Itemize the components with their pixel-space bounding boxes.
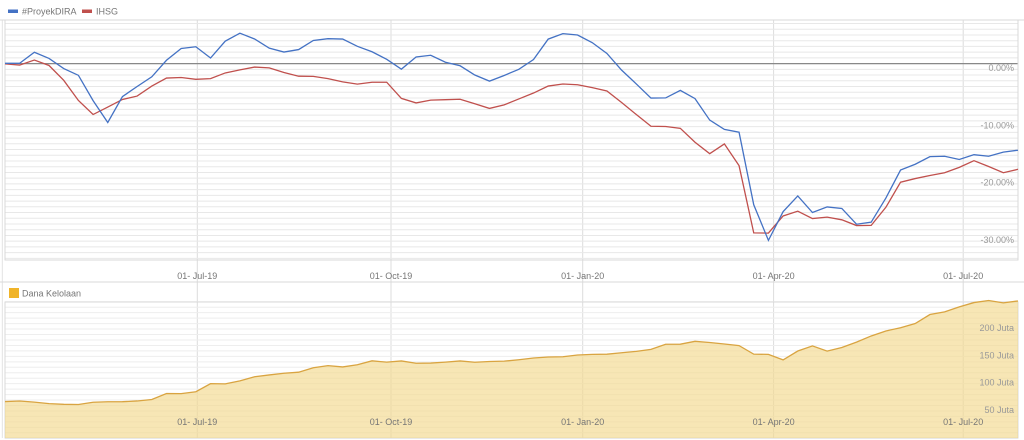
svg-text:01- Oct-19: 01- Oct-19: [370, 271, 413, 281]
svg-text:01- Apr-20: 01- Apr-20: [753, 271, 795, 281]
svg-text:01- Jan-20: 01- Jan-20: [561, 271, 604, 281]
svg-text:0.00%: 0.00%: [988, 63, 1014, 73]
svg-text:IHSG: IHSG: [96, 7, 118, 17]
svg-text:01- Oct-19: 01- Oct-19: [370, 417, 413, 427]
svg-text:50 Juta: 50 Juta: [984, 405, 1014, 415]
svg-text:01- Jul-20: 01- Jul-20: [943, 417, 983, 427]
svg-text:01- Jul-19: 01- Jul-19: [177, 271, 217, 281]
svg-text:01- Jul-20: 01- Jul-20: [943, 271, 983, 281]
svg-text:-10.00%: -10.00%: [980, 120, 1014, 130]
svg-text:01- Jul-19: 01- Jul-19: [177, 417, 217, 427]
svg-text:150 Juta: 150 Juta: [979, 350, 1014, 360]
svg-text:-30.00%: -30.00%: [980, 235, 1014, 245]
svg-text:Dana Kelolaan: Dana Kelolaan: [22, 289, 81, 299]
svg-text:01- Apr-20: 01- Apr-20: [753, 417, 795, 427]
svg-text:100 Juta: 100 Juta: [979, 378, 1014, 388]
svg-text:200 Juta: 200 Juta: [979, 323, 1014, 333]
svg-text:01- Jan-20: 01- Jan-20: [561, 417, 604, 427]
svg-text:-20.00%: -20.00%: [980, 178, 1014, 188]
svg-text:#ProyekDIRA: #ProyekDIRA: [22, 7, 77, 17]
